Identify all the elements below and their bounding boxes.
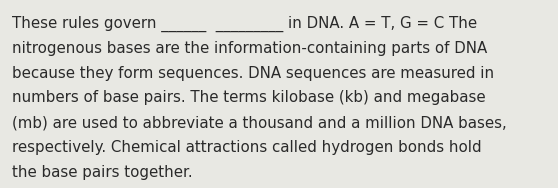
Text: These rules govern ______  _________ in DNA. A = T, G = C The: These rules govern ______ _________ in D… — [12, 16, 478, 32]
Text: (mb) are used to abbreviate a thousand and a million DNA bases,: (mb) are used to abbreviate a thousand a… — [12, 115, 507, 130]
Text: nitrogenous bases are the information-containing parts of DNA: nitrogenous bases are the information-co… — [12, 41, 488, 56]
Text: because they form sequences. DNA sequences are measured in: because they form sequences. DNA sequenc… — [12, 66, 494, 81]
Text: numbers of base pairs. The terms kilobase (kb) and megabase: numbers of base pairs. The terms kilobas… — [12, 90, 486, 105]
Text: the base pairs together.: the base pairs together. — [12, 165, 193, 180]
Text: respectively. Chemical attractions called hydrogen bonds hold: respectively. Chemical attractions calle… — [12, 140, 482, 155]
